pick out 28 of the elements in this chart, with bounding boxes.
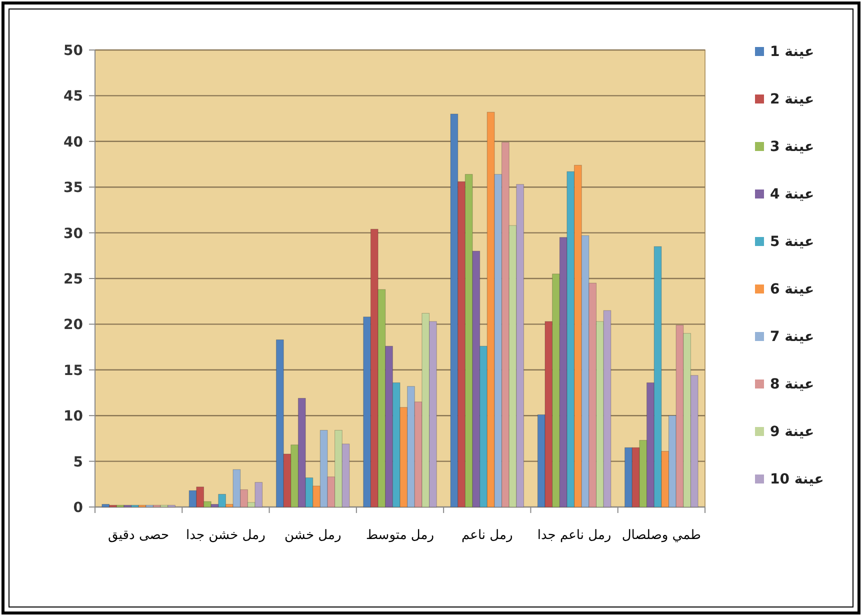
- legend-label: عينة 8: [770, 376, 814, 392]
- legend-label: عينة 6: [770, 282, 814, 298]
- y-tick-label: 20: [64, 317, 84, 334]
- x-tick-label: حصى دقيق: [108, 528, 170, 543]
- legend-label: عينة 9: [770, 424, 814, 440]
- y-tick-label: 25: [64, 272, 83, 288]
- x-tick-label: رمل متوسط: [366, 528, 434, 543]
- legend-label: عينة 2: [770, 92, 814, 108]
- y-tick-label: 45: [64, 88, 83, 105]
- y-tick-label: 5: [73, 454, 83, 470]
- y-tick-label: 15: [64, 362, 83, 379]
- x-tick-label: رمل خشن: [284, 528, 342, 543]
- legend-label: عينة 7: [770, 329, 814, 345]
- y-tick-label: 30: [64, 226, 84, 242]
- y-tick-label: 10: [64, 408, 84, 425]
- legend-label: عينة 3: [770, 139, 814, 155]
- y-tick-label: 40: [64, 134, 84, 150]
- legend-label: عينة 4: [770, 186, 814, 202]
- x-tick-label: طمي وصلصال: [622, 528, 701, 543]
- legend-label: عينة 1: [770, 44, 814, 60]
- x-tick-label: رمل ناعم جدا: [537, 528, 612, 543]
- x-tick-label: رمل ناعم: [462, 528, 513, 543]
- legend-label: عينة 5: [770, 234, 814, 250]
- y-tick-label: 50: [64, 43, 84, 59]
- legend-label: عينة 10: [770, 472, 824, 488]
- x-tick-label: رمل خشن جدا: [186, 528, 266, 543]
- y-tick-label: 35: [64, 180, 83, 196]
- y-tick-label: 0: [73, 500, 84, 516]
